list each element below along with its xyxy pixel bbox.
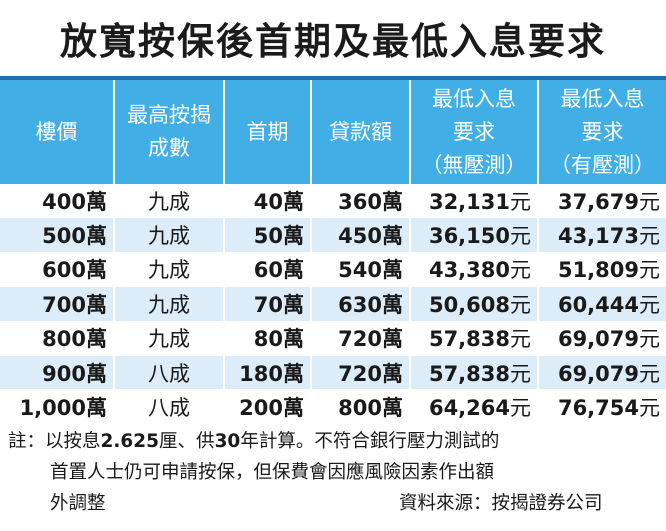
- cell-loan-amount: 800萬: [311, 389, 411, 425]
- cell-income-no-stress: 43,380元: [410, 252, 539, 288]
- cell-price: 800萬: [0, 321, 115, 356]
- cell-down-payment: 80萬: [224, 321, 312, 356]
- cell-price: 500萬: [0, 217, 115, 253]
- table-row: 900萬 八成 180萬 720萬 57,838元 69,079元: [0, 355, 666, 391]
- cell-price: 1,000萬: [0, 389, 115, 425]
- note-line-1: 註：以按息2.625厘、供30年計算。不符合銀行壓力測試的: [8, 431, 500, 452]
- cell-loan-amount: 720萬: [311, 321, 411, 356]
- header-income-no-stress: 最低入息 要求 （無壓測）: [410, 80, 539, 184]
- cell-loan-amount: 720萬: [311, 355, 411, 391]
- header-loan-amount: 貸款額: [311, 80, 411, 184]
- cell-income-no-stress: 36,150元: [410, 217, 539, 253]
- cell-income-no-stress: 64,264元: [410, 389, 539, 425]
- cell-max-ltv: 九成: [114, 252, 225, 288]
- header-price: 樓價: [0, 80, 115, 184]
- cell-loan-amount: 450萬: [311, 217, 411, 253]
- table-row: 1,000萬 八成 200萬 800萬 64,264元 76,754元: [0, 389, 666, 425]
- header-income-stress: 最低入息 要求 （有壓測）: [538, 80, 666, 184]
- table-row: 800萬 九成 80萬 720萬 57,838元 69,079元: [0, 321, 666, 356]
- income-requirement-table: 樓價 最高按揭 成數 首期 貸款額 最低入息 要求 （無壓測） 最低入息 要求 （有壓測）…: [0, 80, 666, 425]
- cell-max-ltv: 九成: [114, 286, 225, 322]
- cell-price: 400萬: [0, 184, 115, 219]
- table-row: 400萬 九成 40萬 360萬 32,131元 37,679元: [0, 184, 666, 219]
- cell-loan-amount: 360萬: [311, 184, 411, 219]
- table-row: 500萬 九成 50萬 450萬 36,150元 43,173元: [0, 217, 666, 253]
- source-credit: 資料來源：按揭證券公司: [399, 493, 603, 514]
- cell-income-no-stress: 50,608元: [410, 286, 539, 322]
- note-line-2: 首置人士仍可申請按保，但保費會因應風險因素作出額: [50, 462, 495, 483]
- header-down-payment: 首期: [224, 80, 312, 184]
- cell-price: 700萬: [0, 286, 115, 322]
- title-divider: [0, 76, 666, 80]
- cell-down-payment: 60萬: [224, 252, 312, 288]
- cell-income-stress: 69,079元: [538, 355, 666, 391]
- cell-down-payment: 200萬: [224, 389, 312, 425]
- cell-income-stress: 69,079元: [538, 321, 666, 356]
- cell-income-no-stress: 57,838元: [410, 321, 539, 356]
- cell-income-stress: 43,173元: [538, 217, 666, 253]
- cell-max-ltv: 九成: [114, 321, 225, 356]
- cell-price: 600萬: [0, 252, 115, 288]
- cell-income-no-stress: 57,838元: [410, 355, 539, 391]
- note-line-3: 外調整: [50, 493, 106, 514]
- cell-price: 900萬: [0, 355, 115, 391]
- cell-down-payment: 70萬: [224, 286, 312, 322]
- header-max-ltv: 最高按揭 成數: [114, 80, 225, 184]
- cell-income-stress: 60,444元: [538, 286, 666, 322]
- cell-down-payment: 50萬: [224, 217, 312, 253]
- cell-max-ltv: 八成: [114, 389, 225, 425]
- table-row: 700萬 九成 70萬 630萬 50,608元 60,444元: [0, 286, 666, 322]
- cell-max-ltv: 九成: [114, 184, 225, 219]
- page-title: 放寬按保後首期及最低入息要求: [60, 20, 606, 63]
- table-header-row: 樓價 最高按揭 成數 首期 貸款額 最低入息 要求 （無壓測） 最低入息 要求 （有壓測）: [0, 80, 666, 184]
- table-row: 600萬 九成 60萬 540萬 43,380元 51,809元: [0, 252, 666, 288]
- cell-income-no-stress: 32,131元: [410, 184, 539, 219]
- cell-loan-amount: 540萬: [311, 252, 411, 288]
- cell-max-ltv: 八成: [114, 355, 225, 391]
- cell-income-stress: 37,679元: [538, 184, 666, 219]
- cell-down-payment: 180萬: [224, 355, 312, 391]
- cell-loan-amount: 630萬: [311, 286, 411, 322]
- cell-income-stress: 51,809元: [538, 252, 666, 288]
- cell-income-stress: 76,754元: [538, 389, 666, 425]
- cell-max-ltv: 九成: [114, 217, 225, 253]
- cell-down-payment: 40萬: [224, 184, 312, 219]
